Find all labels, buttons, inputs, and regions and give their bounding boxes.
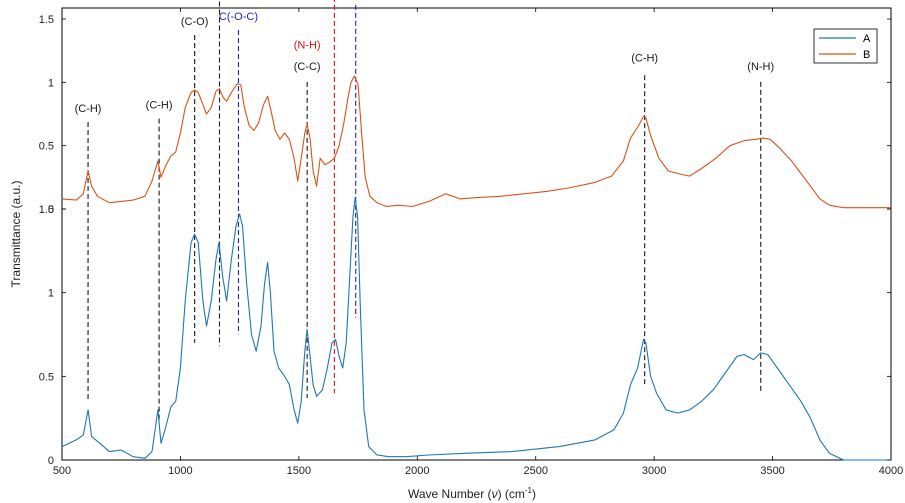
legend: A B [813,28,878,64]
x-axis-label-suffix: ) [532,487,536,501]
peak-label: C(-O-C) [219,11,258,23]
x-axis-label-nu: ν [492,487,498,501]
x-tick-label: 3000 [642,465,666,477]
legend-box [813,28,878,64]
y-tick-label-top: 1 [48,77,54,89]
x-axis-label-sup: -1 [525,486,533,495]
y-tick-label-bottom: 1 [48,288,54,300]
series-layer [61,75,891,461]
series-line-b [61,75,891,209]
y-tick-label-top: 0.5 [39,141,54,153]
legend-label-b: B [863,49,870,61]
series-line-a [61,196,891,461]
annotations-layer: (C-H)(C-H)(C-O)(C-O)C(-O-C)(N-H)(C-C)(C-… [75,0,774,424]
x-tick-label: 1000 [168,465,192,477]
peak-label: (C-H) [631,53,658,65]
x-axis-label: Wave Number (ν) (cm-1) [408,486,536,501]
y-tick-label-bottom: 0 [48,455,54,467]
y-tick-label-top: 0 [48,204,54,216]
x-tick-label: 2000 [405,465,429,477]
y-tick-label-bottom: 0.5 [39,371,54,383]
y-tick-label-bottom: 1.5 [39,204,54,216]
x-axis-label-prefix: Wave Number ( [408,487,492,501]
peak-label: (C-O) [181,16,209,28]
plot-area [61,7,892,461]
peak-label: (C-H) [146,100,173,112]
x-axis-label-mid: ) (cm [498,487,525,501]
y-axis-label: Transmittance (a.u.) [9,181,23,288]
x-tick-label: 3500 [760,465,784,477]
peak-label: (C-H) [75,103,102,115]
x-tick-label: 4000 [879,465,903,477]
x-tick-label: 500 [53,465,71,477]
peak-label: (C-C) [294,61,321,73]
ticks-layer: 500 1000 1500 2000 2500 3000 3500 400000.511.50… [39,8,903,477]
peak-label: (N-H) [294,39,321,51]
x-tick-label: 1500 [287,465,311,477]
x-tick-label: 2500 [523,465,547,477]
peak-label: (N-H) [747,61,774,73]
y-tick-label-top: 1.5 [39,14,54,26]
legend-label-a: A [863,33,871,45]
